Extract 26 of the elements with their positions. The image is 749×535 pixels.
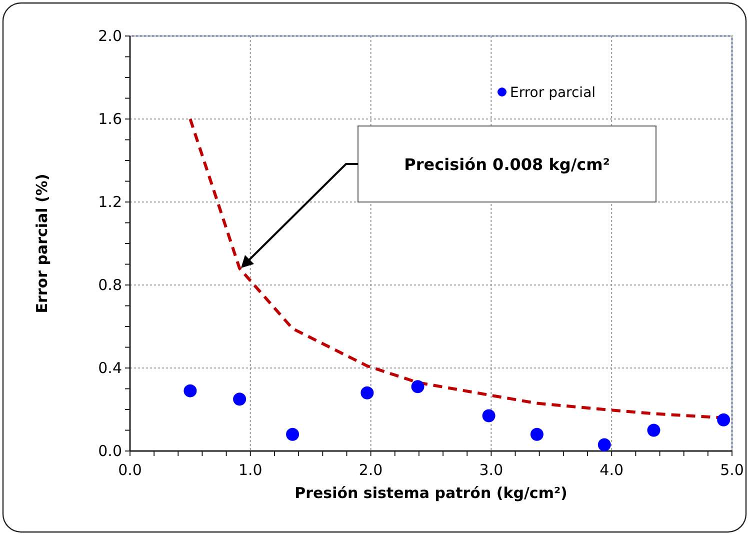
point [184,384,197,398]
annotation: Precisión 0.008 kg/cm² [404,155,610,174]
x-axis-title: Presión sistema patrón (kg/cm²) [294,484,568,502]
y-tick-label: 2.0 [98,27,122,45]
x-tick-label: 5.0 [720,461,744,479]
point [286,428,300,441]
y-tick-label: 0.4 [98,359,122,377]
x-tick-label: 0.0 [118,461,142,479]
y-tick-label: 0.0 [98,442,122,460]
x-tick-label: 2.0 [358,461,383,479]
x-tick-label: 1.0 [238,461,262,479]
point [233,392,246,406]
x-tick-label: 3.0 [479,461,504,479]
point [598,438,611,452]
point [530,428,544,441]
point [647,424,660,437]
point [411,380,424,394]
legend-label: Error parcial [510,85,596,101]
y-tick-label: 1.2 [98,193,122,211]
point [360,386,374,400]
y-tick-label: 0.8 [98,276,122,294]
point [717,413,730,426]
y-axis-title: Error parcial (%) [33,174,51,314]
y-tick-label: 1.6 [98,110,122,128]
x-tick-label: 4.0 [600,461,624,479]
point [482,409,496,422]
